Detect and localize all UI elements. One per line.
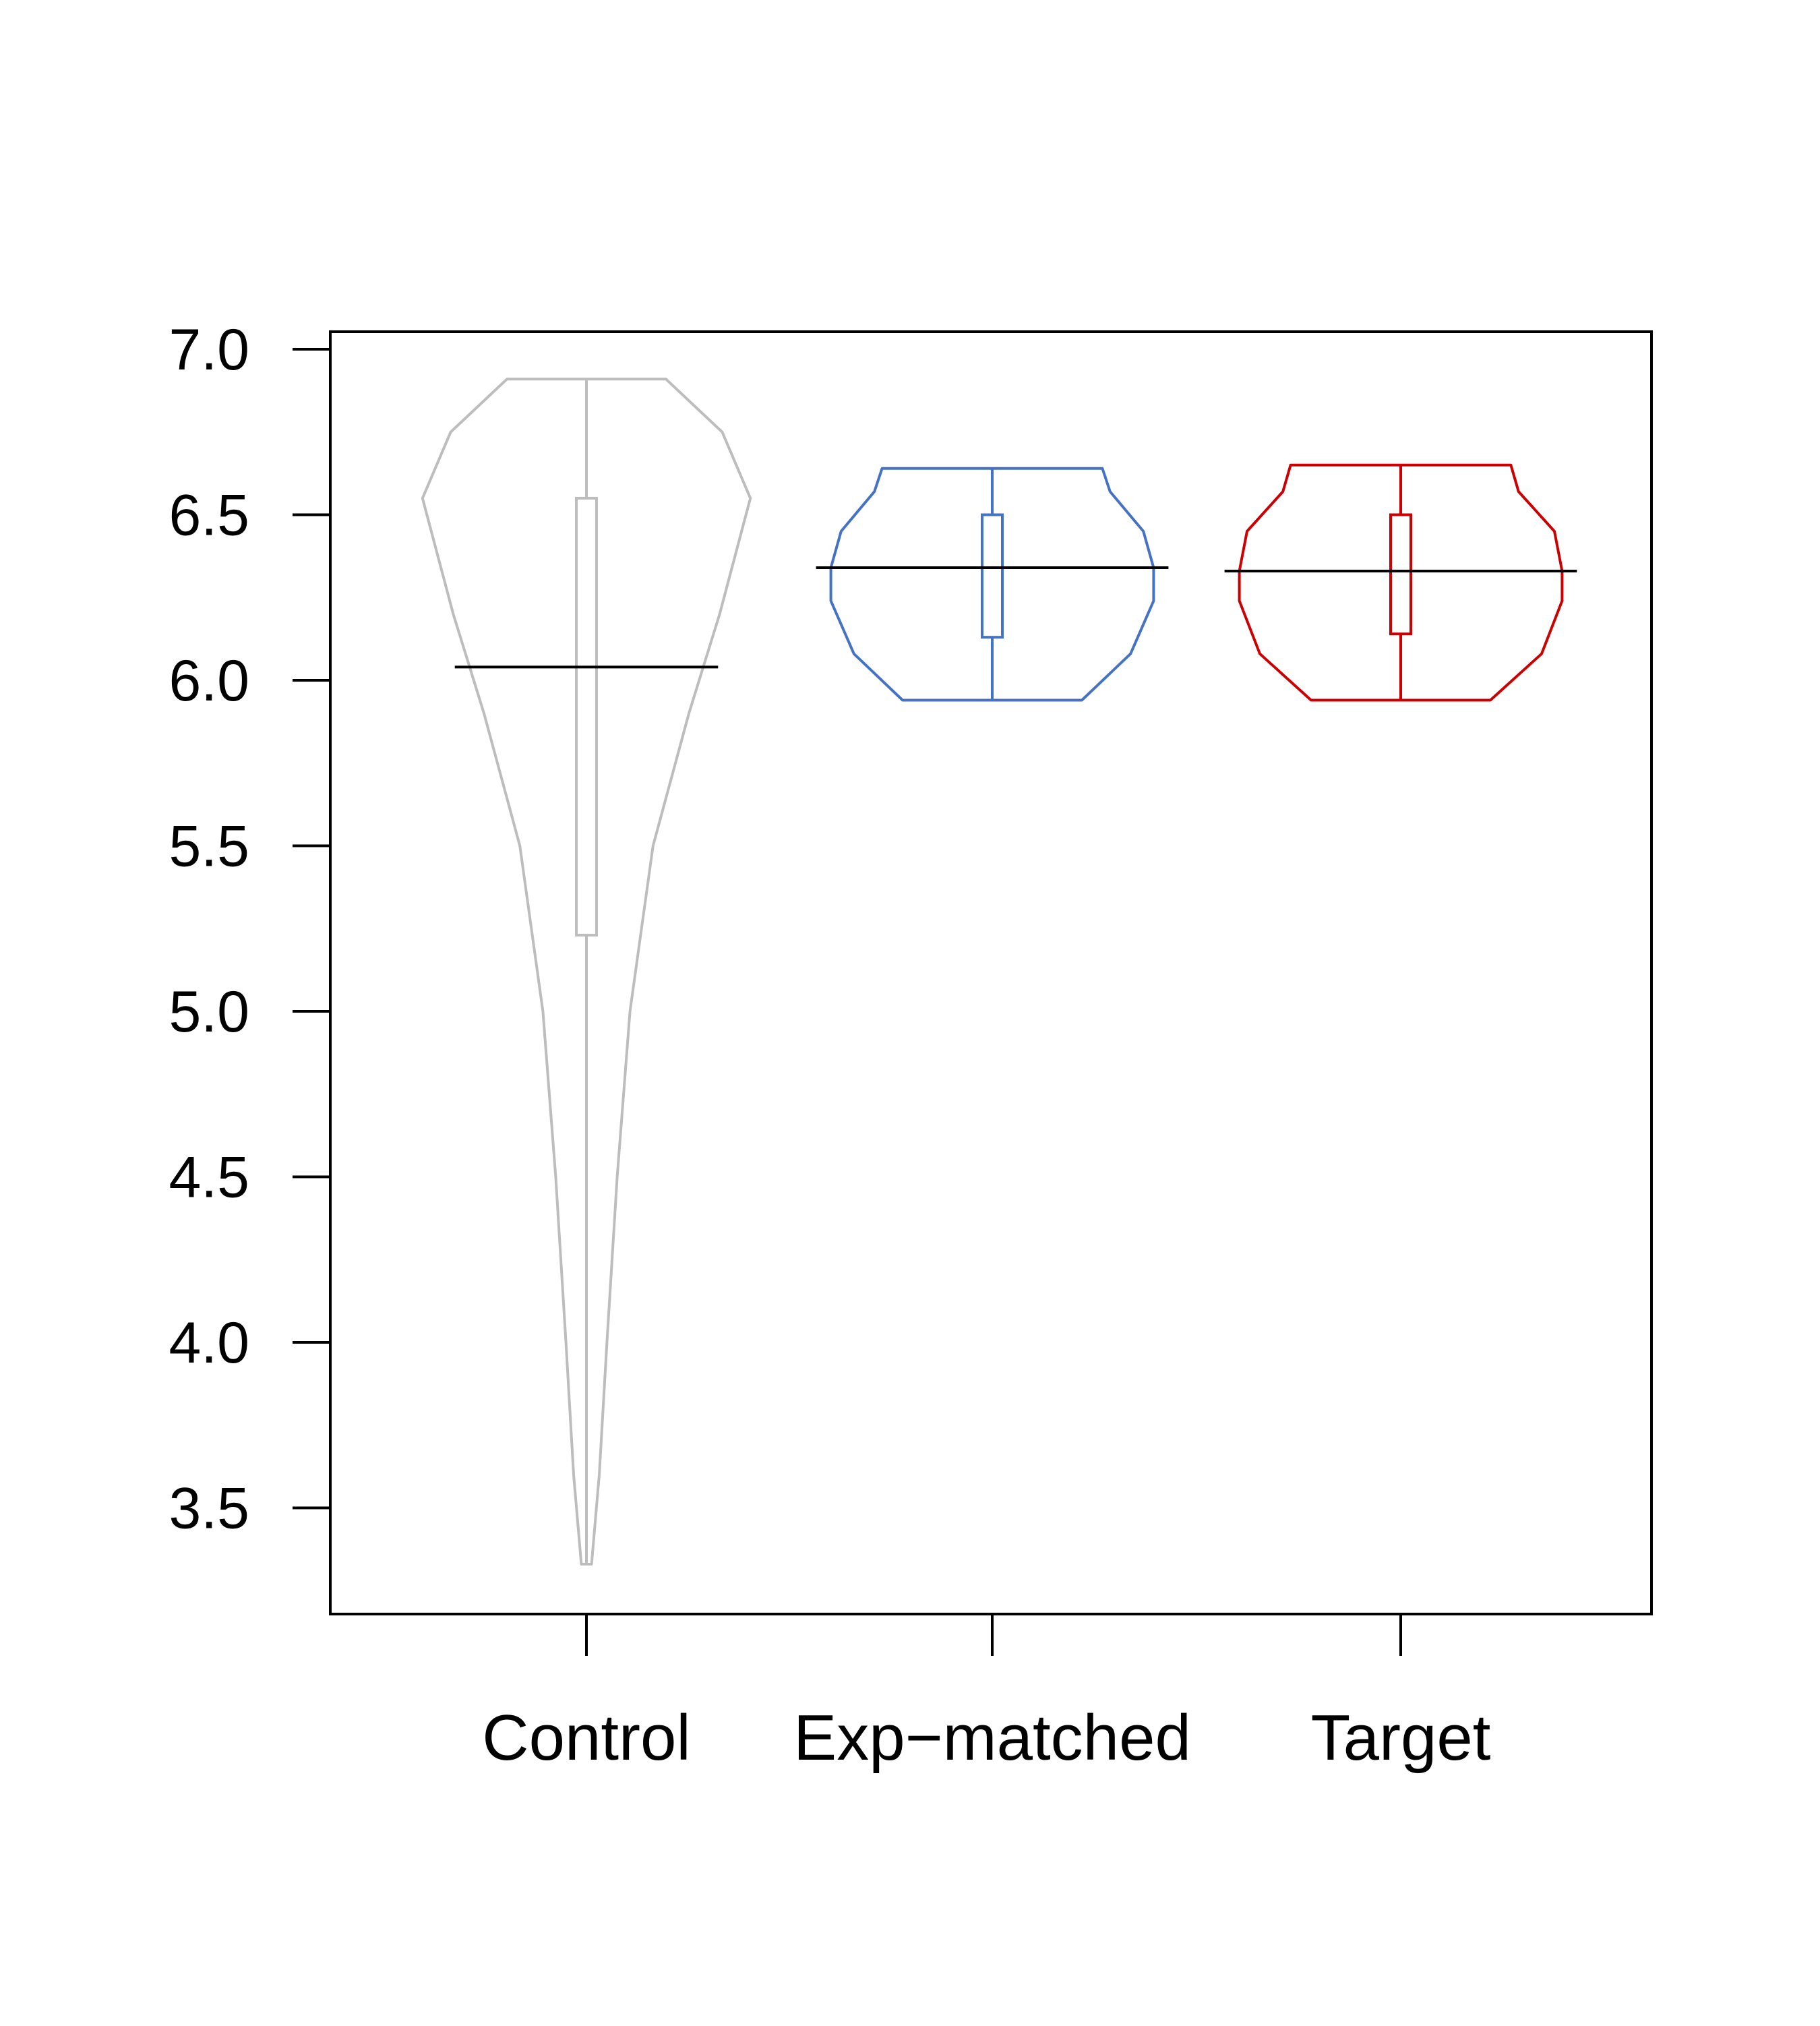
y-tick-label: 7.0 xyxy=(169,318,249,382)
violin-series xyxy=(421,378,1577,1566)
violin-outline xyxy=(421,378,752,1566)
iqr-box xyxy=(1389,513,1412,636)
x-tick-label: Target xyxy=(1311,1702,1491,1774)
x-tick-label: Exp−matched xyxy=(793,1702,1191,1774)
y-axis: 3.5 4.0 4.5 5.0 5.5 6.0 6.5 7.0 xyxy=(169,318,330,1541)
iqr-box xyxy=(575,496,598,937)
violin-outline xyxy=(1238,463,1564,702)
violin-group xyxy=(421,378,752,1566)
y-tick-label: 5.5 xyxy=(169,814,249,879)
y-tick-label: 4.0 xyxy=(169,1311,249,1375)
iqr-box xyxy=(981,513,1004,639)
violin-group xyxy=(1224,463,1577,702)
y-tick-label: 3.5 xyxy=(169,1477,249,1541)
violin-group xyxy=(816,467,1169,702)
y-tick-label: 6.0 xyxy=(169,649,249,713)
y-tick-label: 5.0 xyxy=(169,980,249,1044)
y-tick-label: 4.5 xyxy=(169,1145,249,1210)
y-tick-label: 6.5 xyxy=(169,483,249,548)
x-tick-label: Control xyxy=(482,1702,690,1774)
x-axis: Control Exp−matched Target xyxy=(482,1614,1490,1774)
violin-outline xyxy=(829,467,1155,702)
